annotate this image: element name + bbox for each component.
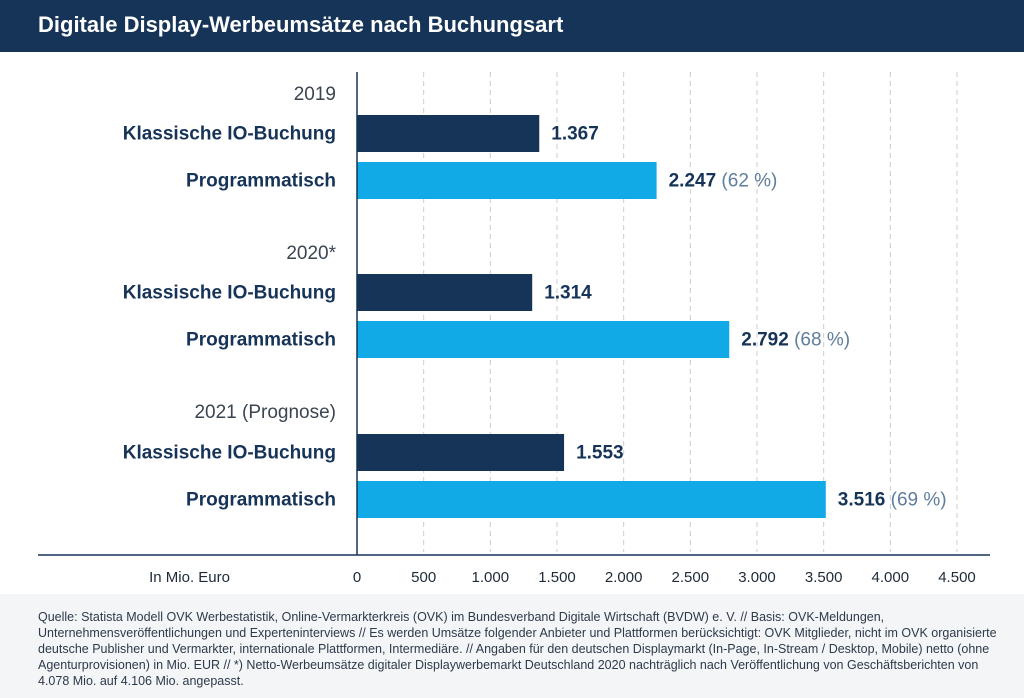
bar [357,115,540,152]
tick-label: 4.500 [938,569,976,586]
source-note: Quelle: Statista Modell OVK Werbestatist… [38,610,997,688]
bar [357,274,533,311]
group-label: 2020* [286,243,336,264]
share-label: (62 %) [716,171,777,192]
bar [357,481,826,518]
group-label: 2019 [294,84,336,105]
category-label: Programmatisch [186,490,336,511]
bar [357,434,565,471]
share-label: (69 %) [885,490,946,511]
value-label: 2.247 (62 %) [669,171,778,192]
tick-label: 3.000 [738,569,776,586]
x-axis-title: In Mio. Euro [149,569,230,586]
value-label: 1.553 [576,443,624,464]
category-label: Programmatisch [186,171,336,192]
category-label: Programmatisch [186,330,336,351]
bar [357,321,730,358]
chart-title: Digitale Display-Werbeumsätze nach Buchu… [38,12,564,37]
value-label: 1.367 [551,124,599,145]
category-label: Klassische IO-Buchung [123,124,336,145]
bar [357,162,657,199]
tick-label: 500 [411,569,436,586]
share-label: (68 %) [789,330,850,351]
tick-label: 2.500 [672,569,710,586]
category-label: Klassische IO-Buchung [123,283,336,304]
value-label: 3.516 (69 %) [838,490,947,511]
tick-label: 3.500 [805,569,843,586]
tick-label: 1.000 [472,569,510,586]
tick-label: 4.000 [872,569,910,586]
group-label: 2021 (Prognose) [194,402,336,423]
tick-label: 2.000 [605,569,643,586]
category-label: Klassische IO-Buchung [123,443,336,464]
value-label: 2.792 (68 %) [741,330,850,351]
chart-header: Digitale Display-Werbeumsätze nach Buchu… [0,0,1024,52]
tick-label: 1.500 [538,569,576,586]
value-label: 1.314 [544,283,592,304]
tick-label: 0 [353,569,361,586]
